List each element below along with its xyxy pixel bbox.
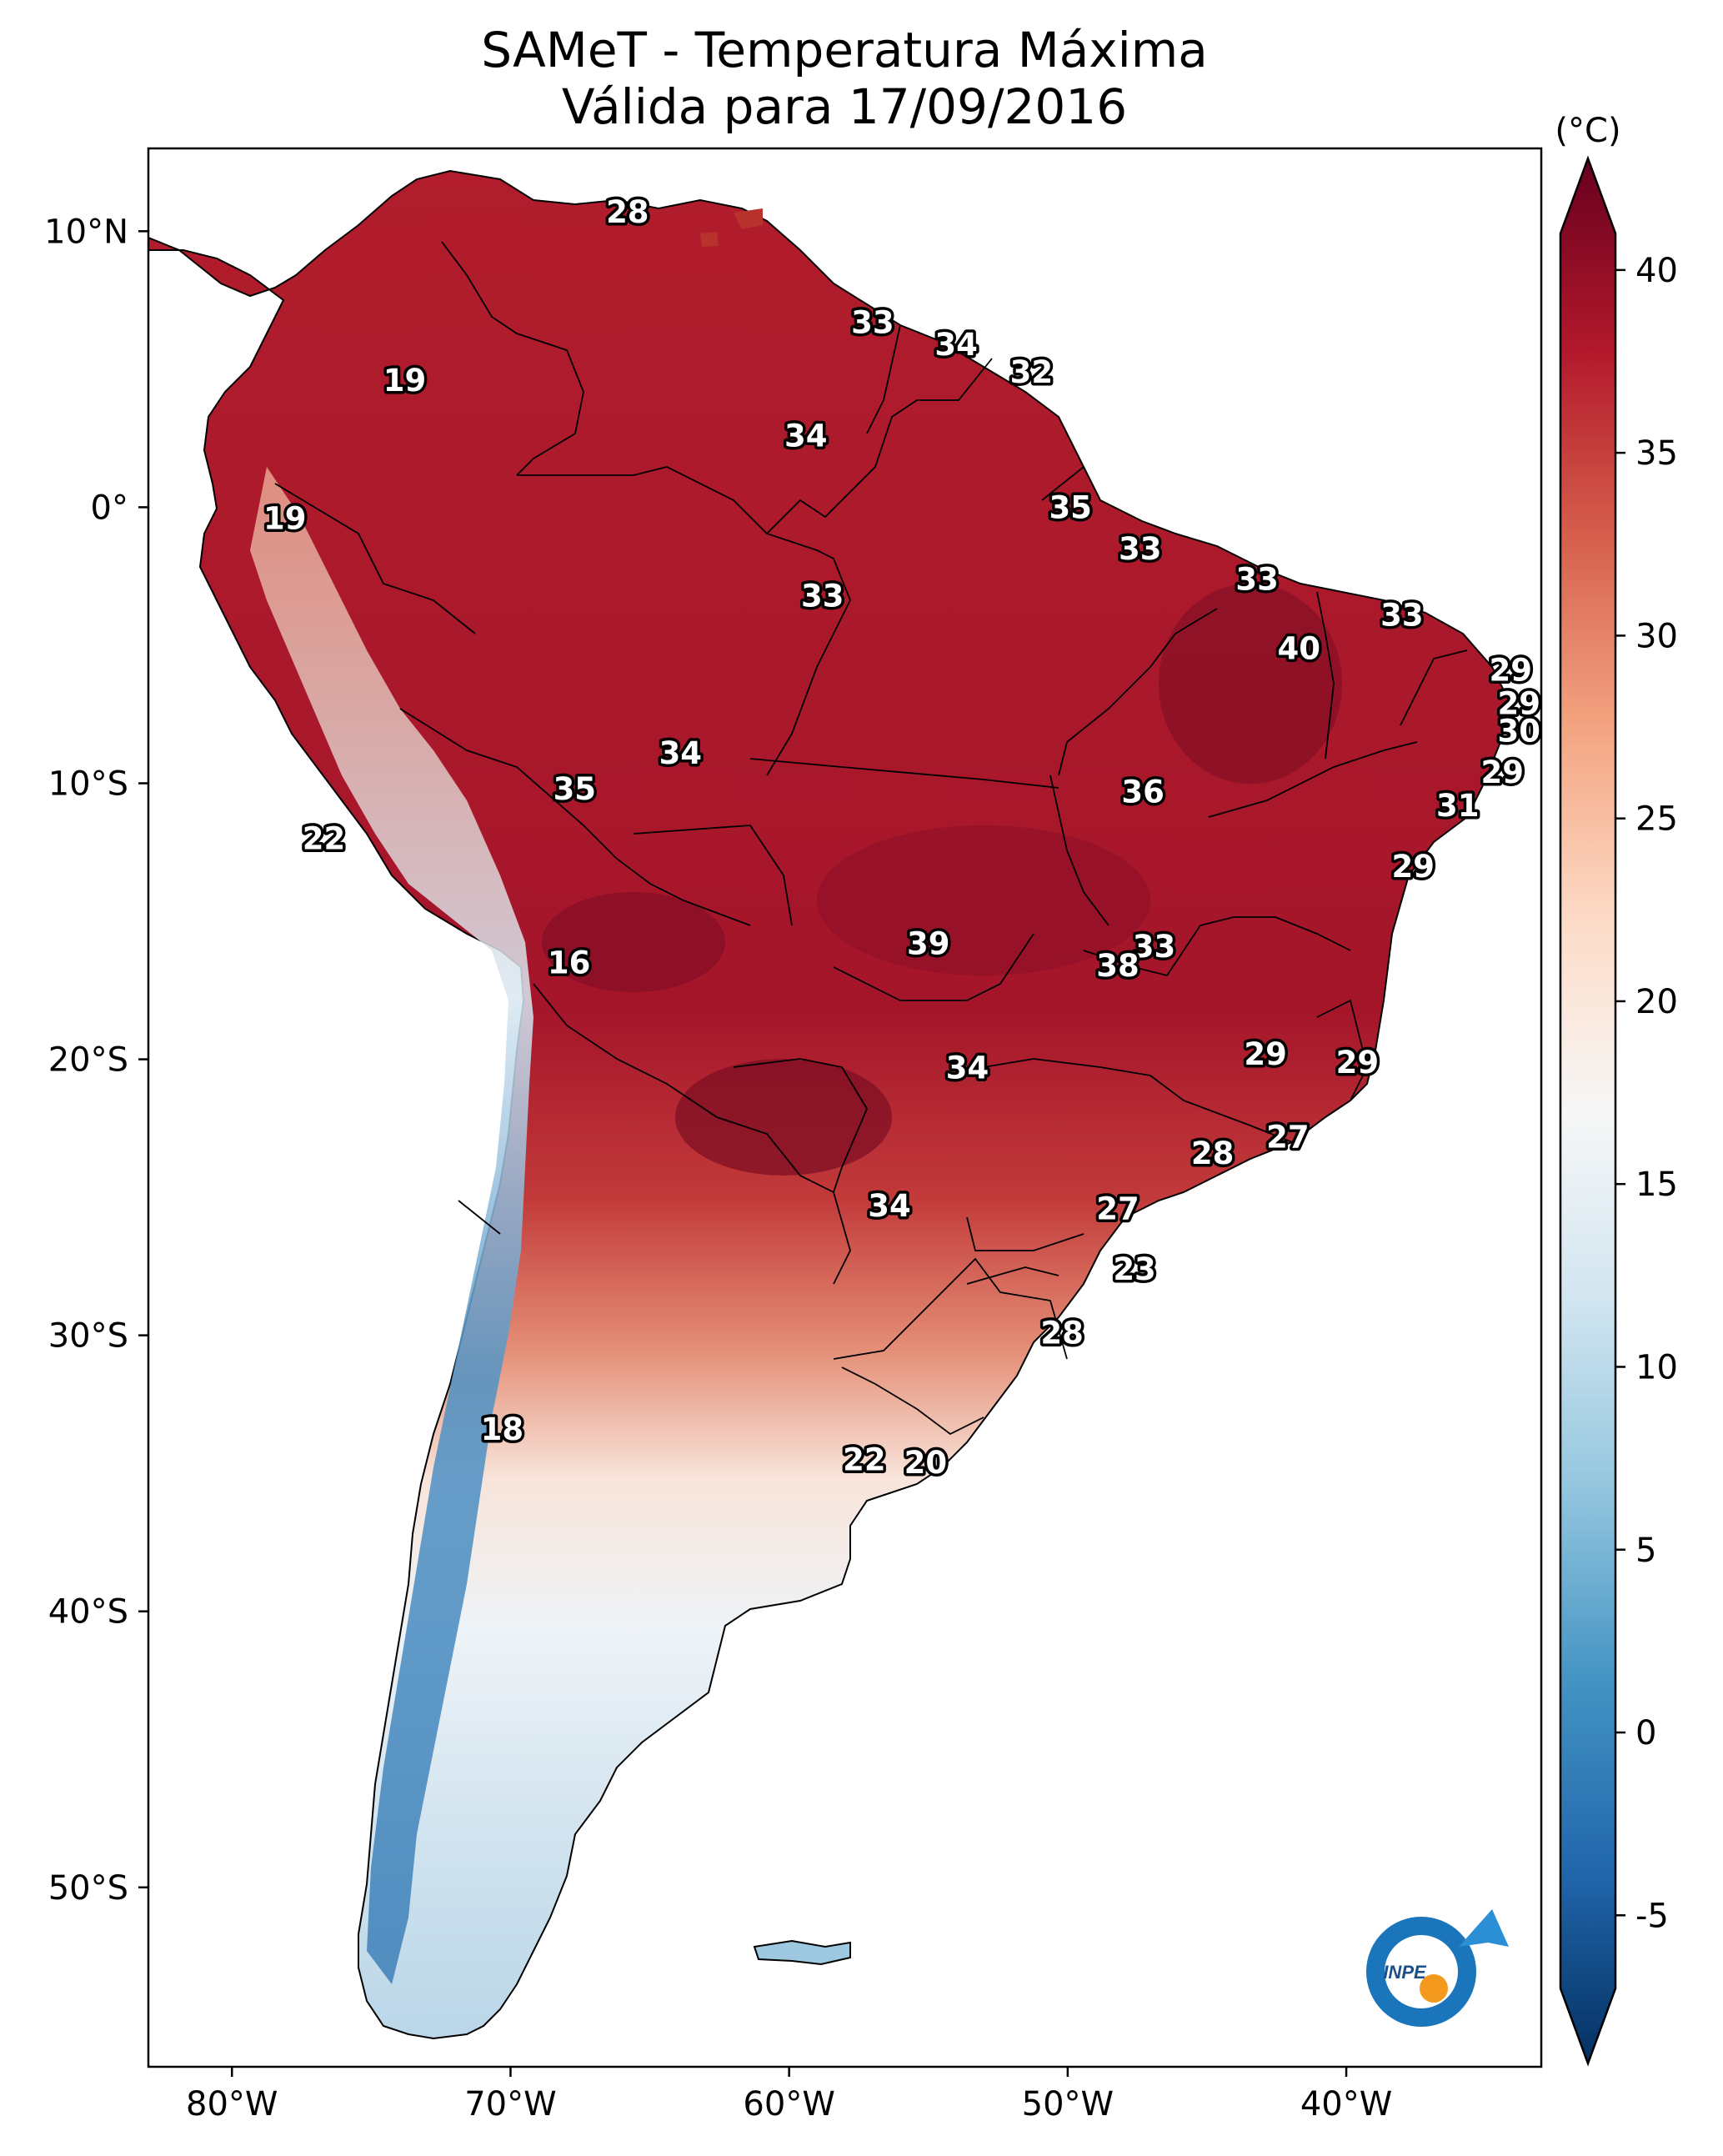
station-temperature-label: 33: [1235, 561, 1279, 597]
station-temperature-label: 27: [1266, 1119, 1310, 1155]
colorbar-tick-label: 5: [1635, 1532, 1656, 1570]
station-temperature-label: 16: [548, 945, 591, 981]
colorbar-unit: (°C): [1555, 112, 1620, 150]
latitude-tick-label: 40°S: [48, 1593, 128, 1632]
longitude-tick-label: 60°W: [743, 2085, 834, 2123]
logo-ring: [1366, 1917, 1476, 2027]
station-temperature-label: 33: [851, 305, 894, 341]
logo-arrow-icon: [1459, 1909, 1509, 1947]
station-temperature-label: 31: [1436, 788, 1480, 824]
latitude-tick-label: 0°: [91, 489, 128, 527]
colorbar-tick-label: 25: [1635, 800, 1678, 839]
hot-core-gran-chaco: [675, 1059, 892, 1176]
station-temperature-label: 29: [1244, 1036, 1287, 1072]
station-temperature-label: 29: [1480, 755, 1524, 790]
longitude-tick-label: 70°W: [464, 2085, 556, 2123]
station-temperature-label: 33: [1133, 929, 1176, 965]
station-temperature-label: 36: [1121, 774, 1165, 810]
latitude-tick-label: 10°N: [44, 213, 128, 251]
colorbar-tick-label: 0: [1635, 1714, 1656, 1752]
colorbar-tick-label: -5: [1635, 1897, 1669, 1935]
station-temperature-label: 28: [1040, 1315, 1084, 1351]
colorbar: (°C) -5 0 5 10 15 20 25 30 35 40: [1555, 112, 1678, 2067]
station-temperature-label: 34: [946, 1050, 989, 1086]
station-temperature-label: 32: [1010, 354, 1054, 390]
station-temperature-label: 33: [1380, 598, 1424, 634]
station-temperature-label: 28: [1191, 1136, 1235, 1171]
station-temperature-label: 20: [904, 1445, 948, 1481]
hot-core-bolivia: [542, 892, 725, 992]
colorbar-tick-label: 40: [1635, 252, 1678, 290]
station-temperature-label: 22: [303, 821, 346, 857]
station-temperature-label: 35: [1049, 489, 1092, 525]
colorbar-tick-label: 10: [1635, 1348, 1678, 1386]
station-temperature-label: 35: [553, 771, 597, 807]
country-borders: [274, 241, 1468, 1436]
map-title-line1: SAMeT - Temperatura Máxima: [481, 22, 1208, 78]
colorbar-tick-label: 35: [1635, 434, 1678, 473]
caribbean-islands: [734, 208, 763, 229]
station-temperature-label: 19: [383, 363, 427, 399]
latitude-tick-label: 30°S: [48, 1317, 128, 1356]
colorbar-tick-label: 30: [1635, 617, 1678, 655]
station-temperature-label: 28: [606, 194, 649, 230]
map-title-line2: Válida para 17/09/2016: [562, 78, 1127, 135]
station-temperature-label: 34: [659, 735, 703, 771]
hot-core-northeast: [1159, 584, 1342, 784]
latitude-axis: 10°N 0° 10°S 20°S 30°S 40°S 50°S: [44, 213, 148, 1908]
colorbar-ticks: -5 0 5 10 15 20 25 30 35 40: [1615, 252, 1678, 1935]
latitude-tick-label: 20°S: [48, 1041, 128, 1080]
andes-cold-band: [250, 467, 533, 1984]
falkland-islands: [753, 1939, 851, 1966]
station-temperature-label: 29: [1392, 849, 1435, 885]
trinidad-island: [700, 232, 719, 247]
hot-core-central-brazil: [817, 825, 1150, 975]
longitude-axis: 80°W 70°W 60°W 50°W 40°W: [186, 2067, 1392, 2123]
station-temperature-label: 40: [1277, 630, 1320, 666]
station-temperature-label: 29: [1498, 685, 1541, 721]
station-temperature-label: 33: [1119, 531, 1162, 567]
longitude-tick-label: 80°W: [186, 2085, 278, 2123]
latitude-tick-label: 50°S: [48, 1869, 128, 1908]
colorbar-body: [1559, 155, 1617, 2067]
longitude-tick-label: 50°W: [1022, 2085, 1114, 2123]
station-temperature-label: 18: [481, 1411, 524, 1447]
inpe-logo: INPE: [1366, 1909, 1509, 2027]
station-temperature-label: 38: [1096, 948, 1139, 984]
latitude-tick-label: 10°S: [48, 765, 128, 803]
station-temperature-label: 22: [843, 1442, 886, 1478]
station-temperature-label: 34: [868, 1188, 911, 1224]
station-temperature-label: 27: [1096, 1191, 1139, 1226]
colorbar-tick-label: 15: [1635, 1166, 1678, 1204]
station-temperature-label: 30: [1498, 714, 1541, 750]
station-temperature-label: 29: [1336, 1045, 1380, 1081]
station-temperature-label: 33: [801, 578, 844, 614]
longitude-tick-label: 40°W: [1300, 2085, 1392, 2123]
station-temperature-label: 34: [784, 418, 828, 454]
station-temperature-label: 39: [907, 926, 950, 962]
station-temperature-label: 34: [934, 327, 978, 363]
station-temperature-label: 29: [1489, 653, 1532, 689]
logo-dot: [1420, 1974, 1448, 2003]
logo-text: INPE: [1383, 1962, 1427, 1983]
station-temperature-label: 23: [1113, 1251, 1156, 1287]
colorbar-tick-label: 20: [1635, 983, 1678, 1021]
map-frame: [147, 147, 1543, 2068]
station-temperature-label: 19: [263, 501, 307, 537]
